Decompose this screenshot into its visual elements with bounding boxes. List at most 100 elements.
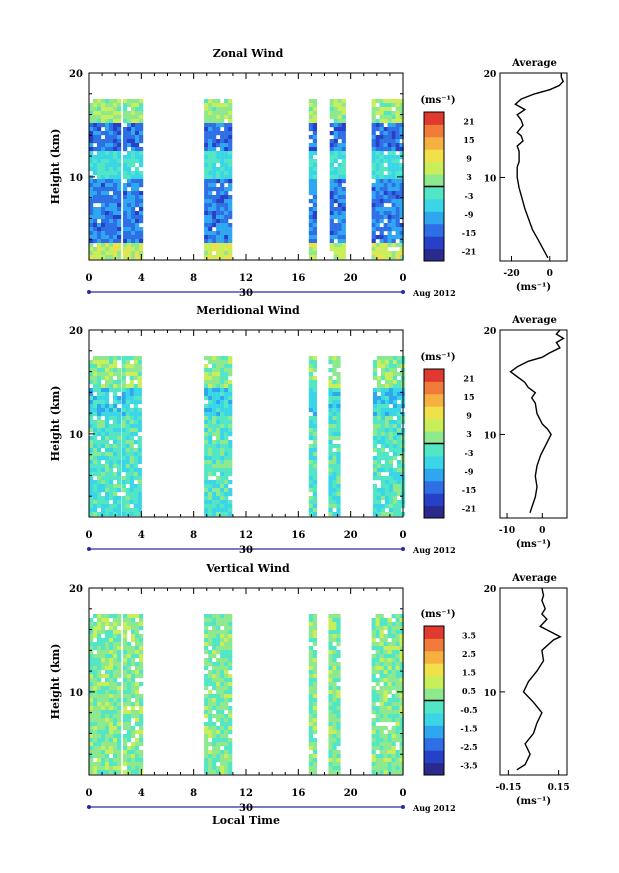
heatmap-cell [109,384,114,389]
heatmap-cell [380,452,386,457]
heatmap-cell [93,770,98,775]
heatmap-cell [131,235,136,240]
heatmap-cell [379,247,384,252]
colorbar-tick-label: 15 [463,135,474,145]
heatmap-cell [332,614,337,619]
heatmap-cell [97,750,102,755]
heatmap-cell [399,662,404,667]
heatmap-cell [384,424,390,429]
heatmap-cell [220,119,225,124]
heatmap-cell [137,376,142,381]
heatmap-cell [392,480,398,485]
heatmap-cell [220,404,225,409]
heatmap-cell [131,223,136,228]
heatmap-cell [224,476,229,481]
heatmap-cell [224,211,229,216]
heatmap-cell [375,738,380,743]
heatmap-cell [399,103,404,108]
colorbar-tick-label: -2.5 [460,742,477,752]
heatmap-cell [101,666,106,671]
heatmap-cell [228,754,233,759]
heatmap-cell [139,722,144,727]
heatmap-cell [93,231,98,236]
heatmap-cell [117,452,122,457]
heatmap-cell [384,476,390,481]
heatmap-cell [101,770,106,775]
heatmap-cell [387,155,392,160]
heatmap-cell [117,630,122,635]
heatmap-cell [391,227,396,232]
heatmap-cell [332,464,337,469]
heatmap-cell [216,127,221,132]
heatmap-cell [308,468,313,473]
heatmap-cell [212,400,217,405]
heatmap-cell [375,706,380,711]
heatmap-cell [97,127,102,132]
heatmap-cell [105,738,110,743]
heatmap-cell [332,404,337,409]
heatmap-cell [395,706,400,711]
heatmap-cell [376,452,382,457]
heatmap-cell [123,658,128,663]
heatmap-cell [208,396,213,401]
heatmap-cell [135,191,140,196]
heatmap-cell [204,650,209,655]
heatmap-cell [212,119,217,124]
heatmap-cell [125,372,130,377]
heatmap-cell [123,662,128,667]
heatmap-cell [371,666,376,671]
heatmap-cell [204,674,209,679]
heatmap-cell [329,199,334,204]
heatmap-cell [101,400,106,405]
heatmap-cell [129,448,134,453]
heatmap-cell [312,750,317,755]
heatmap-cell [224,251,229,256]
heatmap-cell [208,424,213,429]
heatmap-cell [204,750,209,755]
heatmap-cell [388,468,394,473]
heatmap-cell [371,247,376,252]
heatmap-cell [129,424,134,429]
heatmap-cell [129,436,134,441]
heatmap-cell [391,746,396,751]
heatmap-cell [341,155,346,160]
heatmap-cell [212,504,217,509]
heatmap-cell [113,706,118,711]
heatmap-cell [328,412,333,417]
heatmap-cell [109,167,114,172]
heatmap-cell [371,662,376,667]
heatmap-cell [139,211,144,216]
colorbar-band [424,149,444,163]
heatmap-cell [341,223,346,228]
heatmap-cell [127,223,132,228]
heatmap-cell [204,251,209,256]
heatmap-cell [105,360,110,365]
heatmap-cell [224,468,229,473]
heatmap-cell [332,488,337,493]
heatmap-cell [220,163,225,168]
heatmap-cell [332,742,337,747]
heatmap-cell [123,642,128,647]
heatmap-cell [388,388,394,393]
heatmap-cell [379,243,384,248]
heatmap-cell [395,183,400,188]
heatmap-cell [333,143,338,148]
heatmap-cell [395,662,400,667]
heatmap-cell [332,504,337,509]
heatmap-cell [93,123,98,128]
heatmap-cell [375,207,380,212]
heatmap-cell [109,750,114,755]
x-tick-label: 0 [86,273,93,284]
heatmap-cell [125,416,130,421]
heatmap-cell [384,396,390,401]
heatmap-cell [109,452,114,457]
heatmap-cell [208,127,213,132]
heatmap-cell [328,460,333,465]
heatmap-cell [105,726,110,731]
heatmap-cell [208,758,213,763]
heatmap-cell [395,207,400,212]
heatmap-cell [391,163,396,168]
heatmap-cell [372,504,378,509]
heatmap-cell [228,179,233,184]
heatmap-cell [101,698,106,703]
